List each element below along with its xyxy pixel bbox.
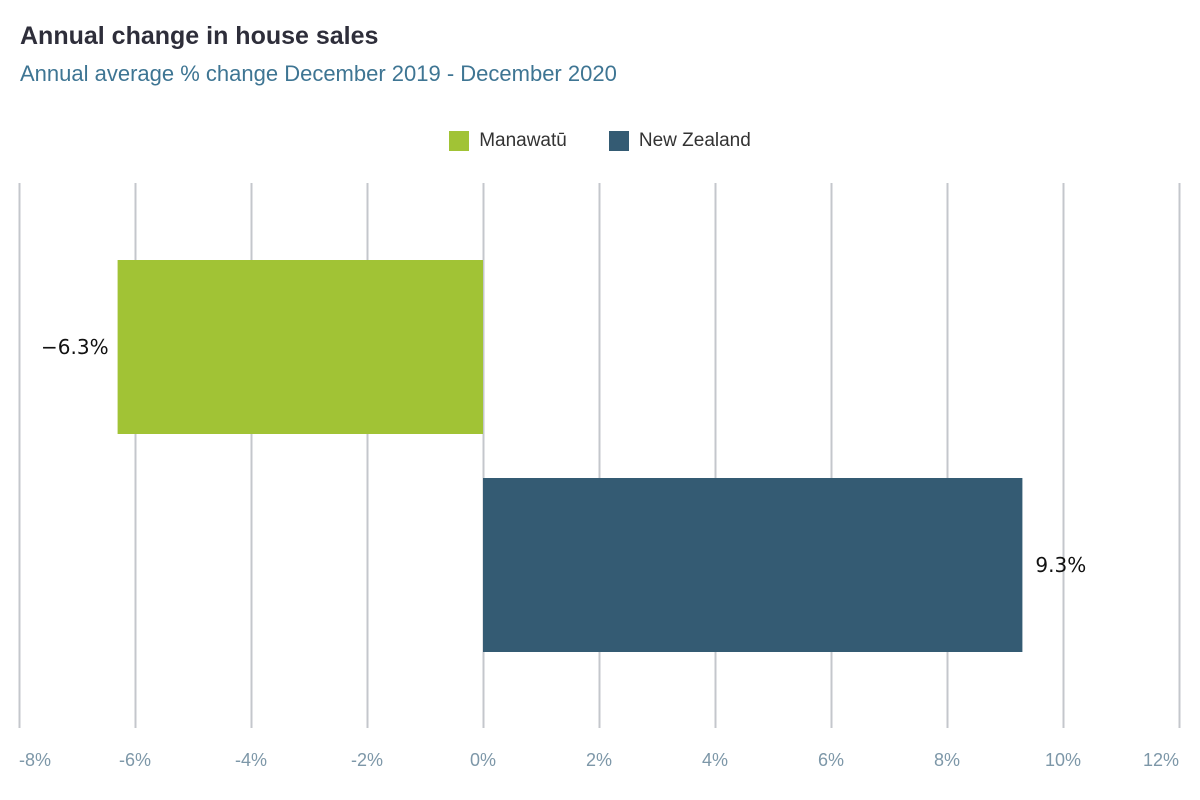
chart-title: Annual change in house sales [20, 22, 379, 50]
x-tick-label: 10% [1045, 750, 1081, 770]
data-label-manawatu: −6.3% [41, 335, 109, 359]
x-tick-label: -4% [235, 750, 267, 770]
x-tick-label: -8% [19, 750, 51, 770]
chart-legend: Manawatū New Zealand [0, 128, 1200, 154]
legend-item-new-zealand: New Zealand [608, 130, 751, 152]
legend-swatch-new-zealand [608, 131, 629, 151]
x-tick-label: -6% [119, 750, 151, 770]
x-tick-label: 12% [1143, 750, 1179, 770]
x-tick-label: 6% [818, 750, 844, 770]
legend-swatch-manawatu [449, 131, 470, 151]
legend-label-new-zealand: New Zealand [638, 130, 751, 151]
x-tick-label: 8% [934, 750, 960, 770]
legend-item-manawatu: Manawatū [449, 130, 567, 152]
x-tick-label: 2% [586, 750, 612, 770]
x-tick-label: -2% [351, 750, 383, 770]
legend-label-manawatu: Manawatū [479, 130, 567, 151]
chart-subtitle: Annual average % change December 2019 - … [20, 61, 617, 86]
data-label-new-zealand: 9.3% [1035, 553, 1086, 577]
bar-manawatu [117, 260, 483, 434]
bar-new-zealand [483, 478, 1023, 652]
x-tick-label: 0% [470, 750, 496, 770]
x-tick-label: 4% [702, 750, 728, 770]
